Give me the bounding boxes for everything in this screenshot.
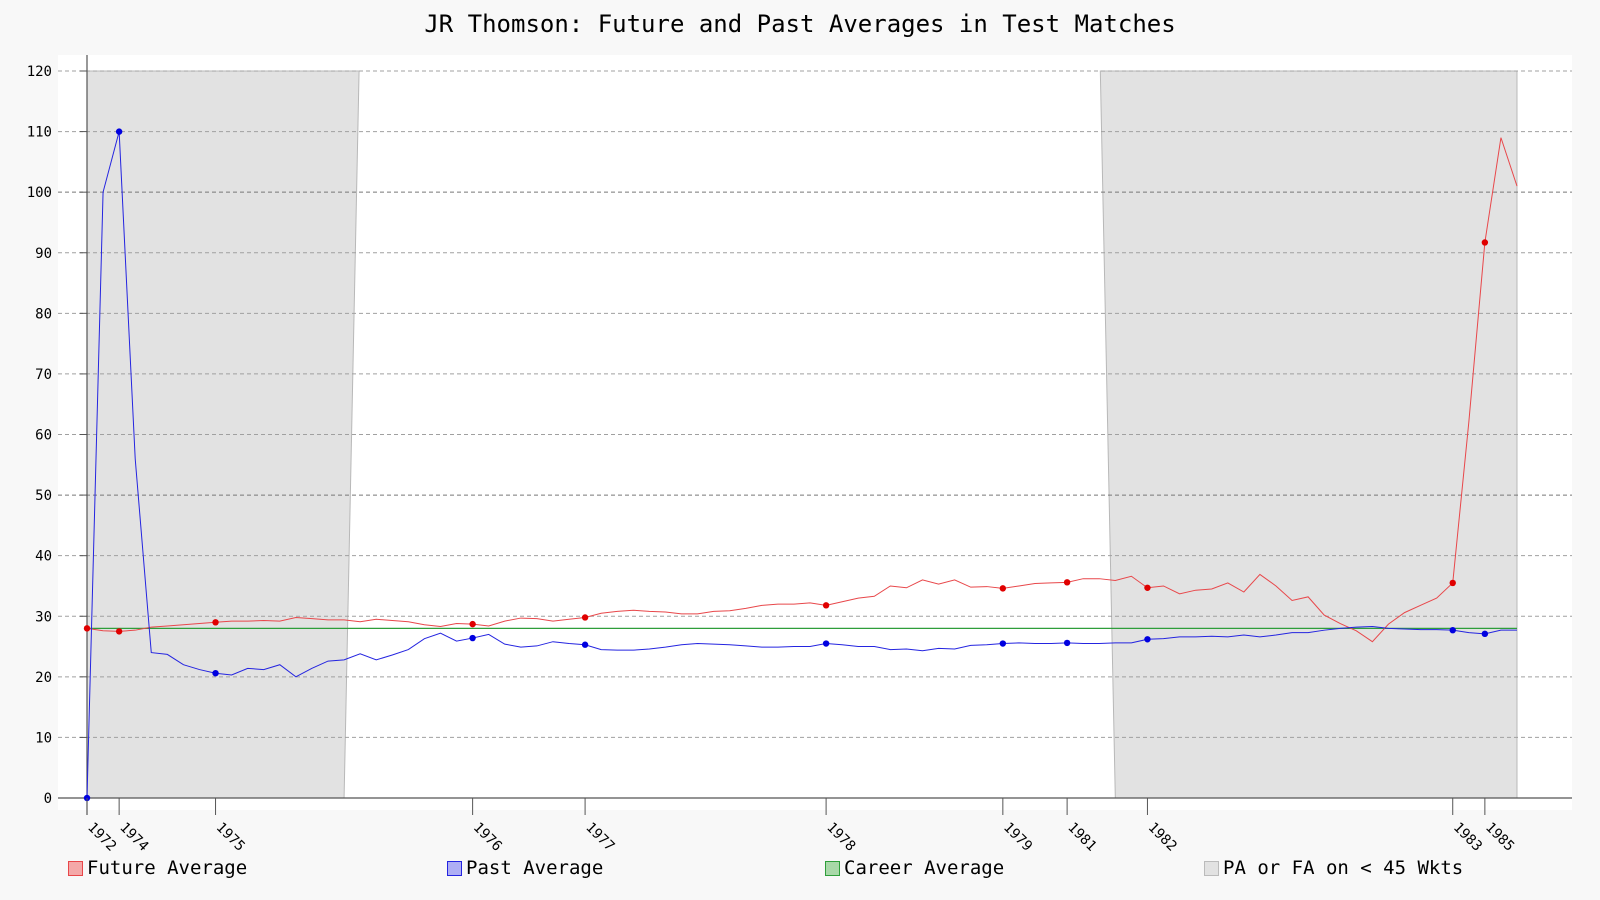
past-average-point bbox=[212, 669, 219, 677]
x-tick-label: 1978 bbox=[823, 820, 858, 855]
legend-past-average: Past Average bbox=[447, 857, 603, 879]
x-tick-label: 1981 bbox=[1064, 820, 1099, 855]
legend-swatch-future bbox=[68, 860, 83, 876]
legend-swatch-past bbox=[447, 860, 462, 876]
future-average-point bbox=[1144, 584, 1151, 591]
chart-title: JR Thomson: Future and Past Averages in … bbox=[424, 10, 1176, 38]
past-average-line bbox=[86, 131, 1517, 799]
legend-swatch-low-wickets bbox=[1204, 860, 1219, 876]
legend-swatch-career bbox=[825, 860, 840, 876]
x-tick-label: 1975 bbox=[213, 820, 248, 855]
x-tick-label: 1976 bbox=[470, 820, 505, 855]
past-average-point bbox=[822, 640, 830, 647]
y-tick-label: 10 bbox=[35, 730, 52, 746]
x-tick-label: 1979 bbox=[1000, 820, 1035, 855]
past-average-point bbox=[1063, 639, 1071, 647]
past-average-point bbox=[1144, 636, 1151, 643]
future-average-point bbox=[581, 614, 589, 621]
legend-label-future: Future Average bbox=[87, 857, 248, 879]
past-average-point bbox=[115, 128, 123, 135]
y-tick-label: 90 bbox=[35, 246, 52, 262]
y-tick-labels: 0 10 20 30 40 50 60 70 80 90 100 110 120 bbox=[27, 64, 52, 807]
future-average-point bbox=[469, 620, 476, 628]
series-markers bbox=[83, 128, 1489, 802]
x-tick-label: 1985 bbox=[1482, 820, 1517, 855]
y-tick-label: 120 bbox=[27, 64, 52, 80]
future-average-point bbox=[999, 585, 1007, 592]
axes bbox=[58, 55, 1572, 815]
y-tick-label: 80 bbox=[35, 306, 52, 322]
past-average-point bbox=[469, 634, 476, 642]
past-average-point bbox=[1449, 626, 1456, 634]
future-average-point bbox=[115, 628, 123, 635]
future-average-point bbox=[212, 619, 219, 626]
grid-lines bbox=[58, 70, 1572, 799]
future-average-point bbox=[1481, 239, 1489, 246]
past-average-point bbox=[581, 641, 589, 648]
y-tick-label: 50 bbox=[35, 488, 52, 504]
x-tick-label: 1982 bbox=[1145, 820, 1180, 855]
x-tick-label: 1972 bbox=[84, 820, 119, 855]
x-tick-label: 1974 bbox=[116, 820, 151, 855]
legend-future-average: Future Average bbox=[68, 857, 247, 879]
y-tick-label: 60 bbox=[35, 428, 52, 444]
y-tick-label: 0 bbox=[44, 791, 52, 807]
future-average-point bbox=[822, 602, 830, 609]
legend-label-low-wickets: PA or FA on < 45 Wkts bbox=[1223, 857, 1464, 879]
x-tick-label: 1983 bbox=[1450, 820, 1485, 855]
past-average-point bbox=[999, 640, 1007, 647]
y-tick-label: 30 bbox=[35, 609, 52, 625]
legend-label-past: Past Average bbox=[466, 857, 604, 879]
y-tick-label: 20 bbox=[35, 670, 52, 686]
y-tick-label: 110 bbox=[27, 125, 52, 141]
legend-career-average: Career Average bbox=[825, 857, 1004, 879]
future-average-point bbox=[1063, 579, 1071, 586]
x-tick-label: 1977 bbox=[582, 820, 617, 855]
future-average-point bbox=[1449, 579, 1456, 587]
future-average-point bbox=[83, 625, 91, 632]
legend-label-career: Career Average bbox=[844, 857, 1005, 879]
y-tick-label: 40 bbox=[35, 549, 52, 565]
y-tick-label: 70 bbox=[35, 367, 52, 383]
future-average-line bbox=[86, 137, 1518, 643]
legend-low-wickets: PA or FA on < 45 Wkts bbox=[1204, 857, 1463, 879]
series-lines bbox=[86, 131, 1518, 799]
y-tick-label: 100 bbox=[27, 185, 52, 201]
past-average-point bbox=[1481, 630, 1489, 638]
